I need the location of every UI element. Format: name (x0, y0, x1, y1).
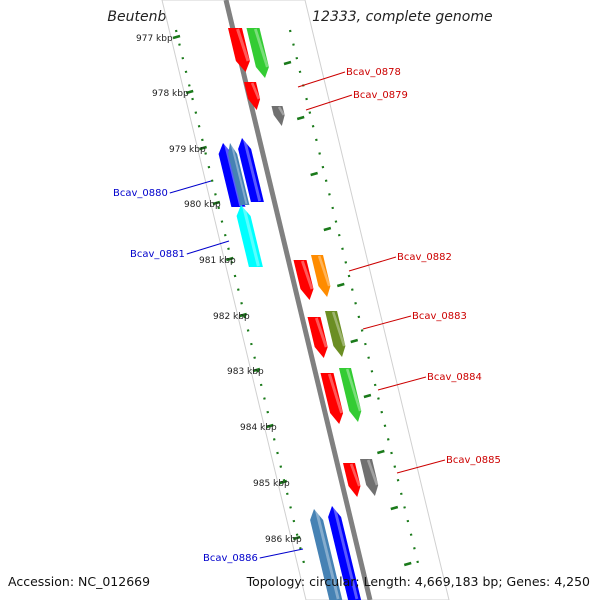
gene-highlight (332, 506, 359, 600)
gene-label-bcav-0883[interactable]: Bcav_0883 (412, 311, 467, 322)
gene-label-bcav-0881[interactable]: Bcav_0881 (130, 249, 185, 260)
leader-line-bcav-0883 (362, 315, 412, 330)
kbp-tick-label: 985 kbp (253, 479, 290, 489)
gene-highlight (327, 373, 343, 414)
major-tick-left (252, 367, 261, 373)
kbp-tick-label: 979 kbp (169, 145, 206, 155)
gene-label-bcav-0885[interactable]: Bcav_0885 (446, 455, 501, 466)
gene-highlight (345, 368, 362, 412)
major-tick-right (350, 338, 359, 344)
major-tick-right (283, 60, 292, 66)
major-tick-left (212, 200, 221, 206)
major-tick-right (390, 505, 399, 511)
gene-arrow-bcav-0883[interactable] (325, 311, 346, 357)
gene-arrow[interactable] (228, 28, 250, 72)
gene-highlight (366, 459, 379, 486)
leader-line-bcav-0882 (348, 256, 397, 272)
gene-arrow-bcav-0879[interactable] (271, 106, 285, 126)
kbp-tick-label: 983 kbp (227, 367, 264, 377)
leader-line-bcav-0879 (305, 94, 353, 111)
gene-arrow[interactable] (238, 138, 264, 202)
major-tick-left (279, 479, 288, 485)
major-tick-right (377, 449, 385, 455)
major-tick-left (172, 34, 181, 40)
kbp-tick-label: 978 kbp (152, 89, 189, 99)
kbp-tick-label: 984 kbp (240, 423, 277, 433)
kbp-tick-label: 980 kbp (184, 200, 221, 210)
major-tick-right (296, 115, 305, 121)
major-tick-right (403, 561, 412, 567)
gene-label-bcav-0879[interactable]: Bcav_0879 (353, 90, 408, 101)
gene-arrow-bcav-0878[interactable] (244, 82, 261, 110)
major-tick-right (363, 393, 372, 399)
leader-line-bcav-0885 (396, 459, 446, 474)
gene-label-bcav-0880[interactable]: Bcav_0880 (113, 188, 168, 199)
gene-label-bcav-0884[interactable]: Bcav_0884 (427, 372, 482, 383)
leader-line-bcav-0880 (169, 180, 212, 194)
kbp-tick-label: 981 kbp (199, 256, 236, 266)
major-tick-left (239, 312, 248, 318)
gene-highlight (314, 317, 328, 348)
kbp-tick-label: 977 kbp (136, 34, 173, 44)
kbp-tick-label: 986 kbp (265, 535, 302, 545)
leader-line-bcav-0878 (297, 71, 346, 88)
gene-highlight (253, 28, 269, 68)
gene-arrow-bcav-0885[interactable] (360, 459, 379, 496)
leader-line-bcav-0881 (186, 240, 230, 255)
right-tick-rail (288, 29, 421, 571)
gene-arrow-bcav-0884[interactable] (339, 368, 362, 422)
gene-highlight (242, 205, 260, 267)
gene-highlight (236, 28, 250, 62)
major-tick-left (185, 89, 194, 95)
gene-highlight (250, 82, 261, 100)
leader-line-bcav-0884 (377, 376, 427, 391)
kbp-tick-label: 982 kbp (213, 312, 250, 322)
gene-highlight (300, 260, 314, 290)
gene-highlight (230, 143, 248, 205)
gene-arrow[interactable] (293, 260, 314, 300)
gene-highlight (349, 463, 361, 487)
gene-arrow[interactable] (307, 317, 328, 358)
major-tick-right (336, 282, 345, 288)
gene-label-bcav-0878[interactable]: Bcav_0878 (346, 67, 401, 78)
major-tick-right (310, 171, 318, 177)
gene-arrow[interactable] (246, 28, 269, 78)
gene-highlight (331, 311, 346, 347)
gene-arrow-bcav-0882[interactable] (311, 255, 331, 297)
major-tick-left (199, 145, 207, 151)
gene-highlight (317, 255, 331, 287)
gene-arrow-bcav-0886[interactable] (310, 509, 343, 600)
leader-line-bcav-0886 (259, 548, 304, 559)
gene-highlight (314, 509, 340, 600)
gene-label-bcav-0882[interactable]: Bcav_0882 (397, 252, 452, 263)
gene-highlight (242, 138, 262, 202)
major-tick-left (292, 535, 301, 541)
major-tick-left (266, 423, 274, 429)
left-tick-rail (174, 29, 307, 571)
major-tick-left (225, 256, 234, 262)
gene-arrow[interactable] (320, 373, 344, 424)
gene-arrow[interactable] (328, 506, 362, 600)
major-tick-right (323, 226, 332, 232)
summary-text: Topology: circular; Length: 4,669,183 bp… (246, 574, 590, 589)
gene-highlight (277, 106, 285, 116)
gene-label-bcav-0886[interactable]: Bcav_0886 (203, 553, 258, 564)
accession-text: Accession: NC_012669 (8, 574, 151, 589)
gene-arrow-bcav-0881[interactable] (236, 205, 263, 267)
gene-arrow[interactable] (343, 463, 361, 497)
gene-arrow[interactable] (228, 143, 250, 205)
